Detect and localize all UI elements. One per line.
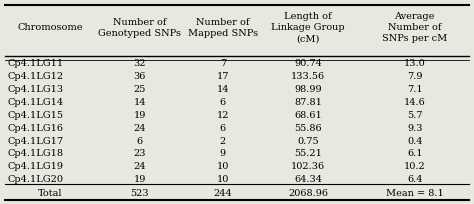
Text: 55.86: 55.86 <box>294 123 322 132</box>
Text: Number of
Mapped SNPs: Number of Mapped SNPs <box>188 18 258 38</box>
Text: 9: 9 <box>220 149 226 158</box>
Text: 6.1: 6.1 <box>407 149 422 158</box>
Text: 64.34: 64.34 <box>294 174 322 183</box>
Text: Length of
Linkage Group
(cM): Length of Linkage Group (cM) <box>271 12 345 43</box>
Text: 24: 24 <box>134 162 146 171</box>
Text: 6: 6 <box>137 136 143 145</box>
Text: Cp4.1LG17: Cp4.1LG17 <box>7 136 63 145</box>
Text: Cp4.1LG18: Cp4.1LG18 <box>7 149 63 158</box>
Text: 6.4: 6.4 <box>407 174 422 183</box>
Text: Cp4.1LG14: Cp4.1LG14 <box>7 97 63 106</box>
Text: 7.9: 7.9 <box>407 72 422 81</box>
Text: 0.75: 0.75 <box>297 136 319 145</box>
Text: Number of
Genotyped SNPs: Number of Genotyped SNPs <box>98 18 182 38</box>
Text: 23: 23 <box>134 149 146 158</box>
Text: 102.36: 102.36 <box>291 162 325 171</box>
Text: 68.61: 68.61 <box>294 110 322 119</box>
Text: Cp4.1LG11: Cp4.1LG11 <box>7 59 63 68</box>
Text: 24: 24 <box>134 123 146 132</box>
Text: 14: 14 <box>134 97 146 106</box>
Text: 10: 10 <box>217 162 229 171</box>
Text: Mean = 8.1: Mean = 8.1 <box>386 188 444 197</box>
Text: Cp4.1LG20: Cp4.1LG20 <box>7 174 63 183</box>
Text: 25: 25 <box>134 84 146 93</box>
Text: 6: 6 <box>220 123 226 132</box>
Text: 523: 523 <box>130 188 149 197</box>
Text: 10.2: 10.2 <box>404 162 426 171</box>
Text: 19: 19 <box>134 110 146 119</box>
Text: Cp4.1LG12: Cp4.1LG12 <box>7 72 63 81</box>
Text: 55.21: 55.21 <box>294 149 322 158</box>
Text: 19: 19 <box>134 174 146 183</box>
Text: 2068.96: 2068.96 <box>288 188 328 197</box>
Text: Cp4.1LG13: Cp4.1LG13 <box>7 84 63 93</box>
Text: 14.6: 14.6 <box>404 97 426 106</box>
Text: 17: 17 <box>217 72 229 81</box>
Text: 133.56: 133.56 <box>291 72 325 81</box>
Text: 5.7: 5.7 <box>407 110 422 119</box>
Text: Cp4.1LG16: Cp4.1LG16 <box>7 123 63 132</box>
Text: 2: 2 <box>219 136 226 145</box>
Text: Cp4.1LG19: Cp4.1LG19 <box>7 162 63 171</box>
Text: 10: 10 <box>217 174 229 183</box>
Text: 244: 244 <box>213 188 232 197</box>
Text: 14: 14 <box>217 84 229 93</box>
Text: Cp4.1LG15: Cp4.1LG15 <box>7 110 63 119</box>
Text: 87.81: 87.81 <box>294 97 322 106</box>
Text: 98.99: 98.99 <box>294 84 322 93</box>
Text: 9.3: 9.3 <box>407 123 422 132</box>
Text: 32: 32 <box>134 59 146 68</box>
Text: 0.4: 0.4 <box>407 136 422 145</box>
Text: Total: Total <box>37 188 62 197</box>
Text: Chromosome: Chromosome <box>17 23 82 32</box>
Text: Average
Number of
SNPs per cM: Average Number of SNPs per cM <box>382 12 447 43</box>
Text: 6: 6 <box>220 97 226 106</box>
Text: 7.1: 7.1 <box>407 84 422 93</box>
Text: 12: 12 <box>217 110 229 119</box>
Text: 90.74: 90.74 <box>294 59 322 68</box>
Text: 7: 7 <box>219 59 226 68</box>
Text: 13.0: 13.0 <box>404 59 426 68</box>
Text: 36: 36 <box>134 72 146 81</box>
